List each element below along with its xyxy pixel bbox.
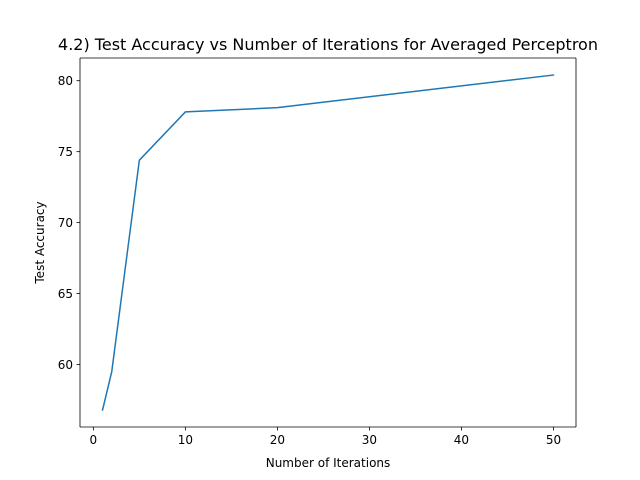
y-tick-label: 70 [58, 216, 73, 230]
x-tick-label: 10 [178, 433, 193, 447]
chart-title: 4.2) Test Accuracy vs Number of Iteratio… [58, 35, 598, 54]
y-axis-ticks: 60 65 70 75 80 [58, 74, 80, 372]
y-tick-label: 60 [58, 358, 73, 372]
x-tick-label: 40 [454, 433, 469, 447]
y-tick-label: 80 [58, 74, 73, 88]
x-tick-label: 50 [546, 433, 561, 447]
y-tick-label: 75 [58, 145, 73, 159]
y-axis-label: Test Accuracy [33, 201, 47, 284]
x-tick-label: 20 [270, 433, 285, 447]
plot-area [79, 57, 577, 428]
axes-background [80, 58, 576, 427]
x-axis-label: Number of Iterations [266, 456, 391, 470]
x-axis-ticks: 0 10 20 30 40 50 [90, 427, 561, 447]
y-tick-label: 65 [58, 287, 73, 301]
series-line [101, 74, 555, 411]
x-tick-label: 0 [90, 433, 98, 447]
x-tick-label: 30 [362, 433, 377, 447]
